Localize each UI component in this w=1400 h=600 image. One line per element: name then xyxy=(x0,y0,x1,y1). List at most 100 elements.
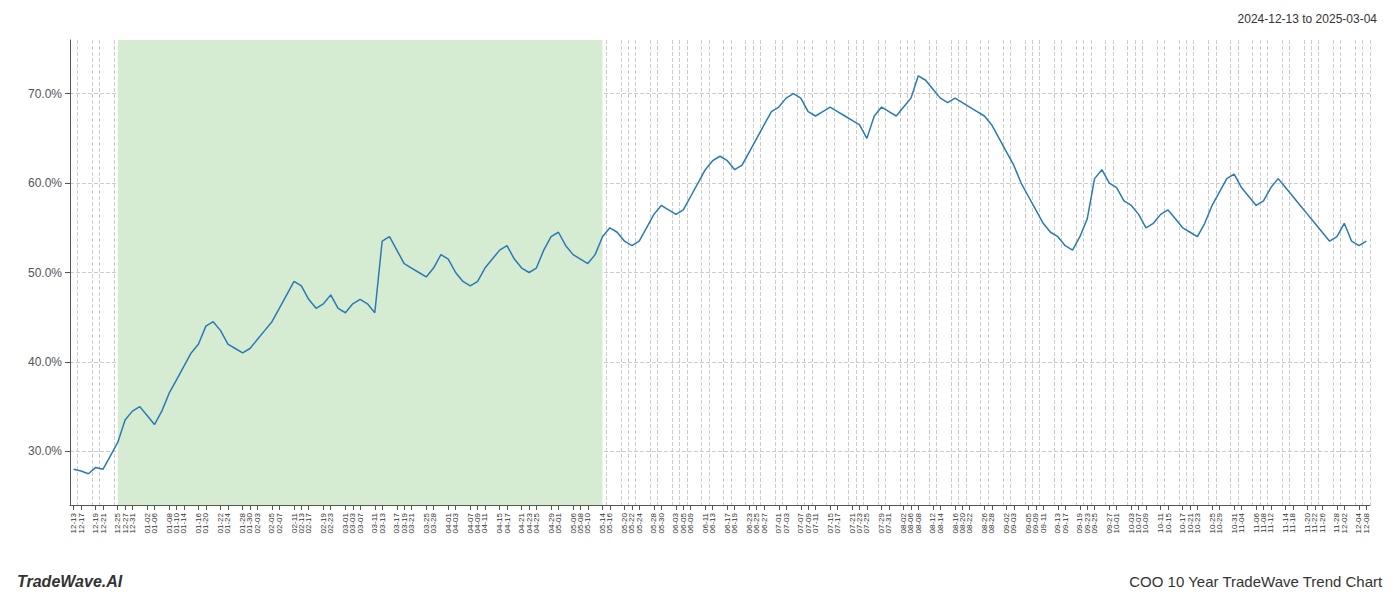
svg-text:04-23: 04-23 xyxy=(524,513,534,534)
svg-text:04-15: 04-15 xyxy=(495,513,505,534)
svg-text:06-17: 06-17 xyxy=(722,513,732,534)
svg-text:07-07: 07-07 xyxy=(796,513,806,534)
svg-text:02-05: 02-05 xyxy=(267,513,277,534)
svg-text:30.0%: 30.0% xyxy=(28,444,62,458)
svg-text:05-10: 05-10 xyxy=(583,512,592,533)
svg-text:05-24: 05-24 xyxy=(635,512,644,533)
svg-text:02-23: 02-23 xyxy=(326,512,335,533)
svg-text:COO 10 Year TradeWave Trend Ch: COO 10 Year TradeWave Trend Chart xyxy=(1129,573,1383,590)
svg-text:07-01: 07-01 xyxy=(774,513,784,534)
svg-text:01-30: 01-30 xyxy=(245,513,255,534)
svg-text:05-22: 05-22 xyxy=(627,513,637,534)
svg-text:01-28: 01-28 xyxy=(238,513,248,534)
svg-text:40.0%: 40.0% xyxy=(28,355,62,369)
svg-text:04-11: 04-11 xyxy=(480,512,489,532)
svg-text:06-27: 06-27 xyxy=(760,512,769,533)
svg-text:10-09: 10-09 xyxy=(1141,512,1150,533)
svg-text:03-01: 03-01 xyxy=(340,513,350,534)
svg-text:05-01: 05-01 xyxy=(554,512,563,533)
svg-text:12-17: 12-17 xyxy=(77,512,86,533)
svg-text:06-05: 06-05 xyxy=(678,513,688,534)
svg-text:07-11: 07-11 xyxy=(811,512,820,532)
svg-text:12-08: 12-08 xyxy=(1362,512,1371,533)
svg-text:10-23: 10-23 xyxy=(1193,512,1202,533)
svg-text:09-17: 09-17 xyxy=(1061,512,1070,533)
svg-text:05-30: 05-30 xyxy=(657,512,666,533)
svg-text:12-27: 12-27 xyxy=(120,513,130,534)
svg-text:02-17: 02-17 xyxy=(304,512,313,533)
svg-text:12-25: 12-25 xyxy=(113,513,123,534)
svg-text:06-13: 06-13 xyxy=(708,512,717,533)
svg-text:02-13: 02-13 xyxy=(296,513,306,534)
svg-text:01-20: 01-20 xyxy=(201,512,210,533)
svg-text:01-02: 01-02 xyxy=(142,513,152,534)
svg-text:10-15: 10-15 xyxy=(1164,512,1173,533)
svg-text:03-19: 03-19 xyxy=(399,513,409,534)
svg-text:09-25: 09-25 xyxy=(1090,512,1099,533)
svg-text:05-16: 05-16 xyxy=(605,512,614,533)
svg-text:04-09: 04-09 xyxy=(473,513,483,534)
svg-text:12-21: 12-21 xyxy=(99,512,108,533)
svg-text:01-24: 01-24 xyxy=(223,512,232,533)
svg-text:02-03: 02-03 xyxy=(253,512,262,533)
svg-text:07-09: 07-09 xyxy=(803,513,813,534)
svg-text:03-11: 03-11 xyxy=(370,513,380,533)
svg-text:12-19: 12-19 xyxy=(91,513,101,534)
svg-text:07-25: 07-25 xyxy=(862,512,871,533)
svg-text:06-11: 06-11 xyxy=(700,513,710,533)
svg-text:04-17: 04-17 xyxy=(503,512,512,533)
svg-text:04-07: 04-07 xyxy=(465,513,475,534)
svg-text:03-21: 03-21 xyxy=(407,512,416,533)
svg-text:01-22: 01-22 xyxy=(216,513,226,534)
svg-text:08-22: 08-22 xyxy=(965,512,974,533)
svg-text:03-28: 03-28 xyxy=(429,512,438,533)
svg-text:05-06: 05-06 xyxy=(568,513,578,534)
svg-text:07-03: 07-03 xyxy=(782,512,791,533)
svg-text:03-07: 03-07 xyxy=(356,512,365,533)
svg-text:50.0%: 50.0% xyxy=(28,266,62,280)
svg-text:02-19: 02-19 xyxy=(318,513,328,534)
svg-text:TradeWave.AI: TradeWave.AI xyxy=(17,573,123,590)
svg-text:04-03: 04-03 xyxy=(451,512,460,533)
svg-text:01-08: 01-08 xyxy=(164,513,174,534)
svg-text:01-14: 01-14 xyxy=(179,512,188,533)
svg-text:07-15: 07-15 xyxy=(825,513,835,534)
svg-text:12-31: 12-31 xyxy=(128,512,137,533)
svg-text:11-18: 11-18 xyxy=(1288,512,1297,532)
svg-text:01-06: 01-06 xyxy=(150,512,159,533)
svg-text:07-17: 07-17 xyxy=(833,512,842,533)
svg-text:09-03: 09-03 xyxy=(1009,512,1018,533)
svg-text:11-04: 11-04 xyxy=(1237,512,1246,532)
svg-text:04-29: 04-29 xyxy=(546,513,556,534)
svg-text:06-25: 06-25 xyxy=(752,513,762,534)
svg-text:06-09: 06-09 xyxy=(686,512,695,533)
svg-text:10-01: 10-01 xyxy=(1112,512,1121,533)
svg-text:03-17: 03-17 xyxy=(392,513,402,534)
svg-text:11-26: 11-26 xyxy=(1318,512,1327,532)
svg-text:08-08: 08-08 xyxy=(914,512,923,533)
svg-text:09-11: 09-11 xyxy=(1039,512,1048,532)
svg-text:04-25: 04-25 xyxy=(532,512,541,533)
svg-text:07-21: 07-21 xyxy=(847,513,857,534)
svg-text:10-29: 10-29 xyxy=(1215,512,1224,533)
svg-text:12-13: 12-13 xyxy=(69,513,79,534)
svg-text:07-31: 07-31 xyxy=(884,512,893,533)
svg-text:06-23: 06-23 xyxy=(744,513,754,534)
svg-text:2024-12-13 to 2025-03-04: 2024-12-13 to 2025-03-04 xyxy=(1238,12,1378,26)
svg-text:02-11: 02-11 xyxy=(289,513,299,533)
svg-text:06-19: 06-19 xyxy=(730,512,739,533)
svg-text:12-02: 12-02 xyxy=(1340,512,1349,533)
svg-text:02-07: 02-07 xyxy=(275,512,284,533)
svg-text:05-28: 05-28 xyxy=(649,513,659,534)
svg-text:60.0%: 60.0% xyxy=(28,176,62,190)
svg-text:06-03: 06-03 xyxy=(671,513,681,534)
svg-text:04-01: 04-01 xyxy=(443,513,453,534)
svg-text:03-03: 03-03 xyxy=(348,513,358,534)
svg-text:08-28: 08-28 xyxy=(987,512,996,533)
svg-text:04-21: 04-21 xyxy=(517,513,527,534)
svg-text:11-12: 11-12 xyxy=(1266,512,1275,532)
svg-text:03-25: 03-25 xyxy=(421,513,431,534)
svg-text:70.0%: 70.0% xyxy=(28,87,62,101)
svg-text:08-14: 08-14 xyxy=(936,512,945,533)
svg-text:03-13: 03-13 xyxy=(378,512,387,533)
